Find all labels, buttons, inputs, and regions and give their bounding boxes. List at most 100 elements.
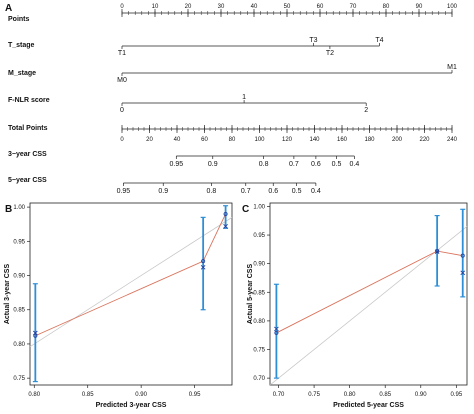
nomogram-row-0-tick-label: 80 (383, 4, 390, 10)
y-axis-title-c: Actual 5-year CSS (247, 264, 254, 325)
corrected-marker-b (200, 264, 206, 270)
nomogram-row-4-tick-label: 220 (419, 137, 430, 143)
nomogram-row-0-tick-label: 0 (120, 4, 124, 10)
nomogram-row-4-label: Total Points (8, 125, 48, 132)
nomogram-row-4-tick-label: 0 (120, 137, 124, 143)
nomogram-row-6-label: 5−year CSS (8, 177, 47, 184)
nomogram-row-3-value-label: 1 (242, 94, 246, 101)
ideal-line-b (29, 217, 233, 348)
nomogram-row-1-value-label: T2 (326, 50, 334, 57)
y-tick-label-b: 0.75 (13, 376, 25, 382)
nomogram-row-1-value-label: T4 (375, 37, 383, 44)
y-tick-label-b: 0.80 (13, 342, 25, 348)
y-tick-label-c: 0.75 (253, 348, 265, 354)
calibration-line-b (35, 213, 226, 337)
x-tick-label-c: 0.70 (273, 392, 285, 398)
y-tick-label-c: 0.85 (253, 290, 265, 296)
nomogram-row-0-tick-label: 50 (284, 4, 291, 10)
y-tick-label-c: 0.80 (253, 319, 265, 325)
x-tick-label-c: 0.80 (344, 392, 356, 398)
nomogram-row-6-value-label: 0.9 (158, 188, 168, 195)
nomogram-row-6-value-label: 0.6 (268, 188, 278, 195)
x-tick-label-c: 0.85 (379, 392, 391, 398)
y-tick-label-c: 0.70 (253, 376, 265, 382)
corrected-marker-b (33, 330, 38, 336)
nomogram-row-0-tick-label: 70 (350, 4, 357, 10)
corrected-marker-c (434, 249, 440, 254)
panel-label-b: B (5, 204, 12, 215)
y-tick-label-c: 0.95 (253, 233, 265, 239)
nomogram-row-5-value-label: 0.4 (350, 161, 360, 168)
y-axis-title-b: Actual 3-year CSS (4, 264, 11, 325)
nomogram-row-5-value-label: 0.7 (289, 161, 299, 168)
nomogram-row-0-tick-label: 30 (218, 4, 225, 10)
observed-point-b (33, 333, 38, 338)
nomogram-row-1-value-label: T3 (309, 37, 317, 44)
nomogram-row-1-value-label: T1 (118, 50, 126, 57)
nomogram-row-5-label: 3−year CSS (8, 151, 47, 158)
nomogram-row-0-label: Points (8, 16, 29, 23)
nomogram-row-4-tick-label: 100 (254, 137, 265, 143)
nomogram-row-4-tick-label: 180 (364, 137, 375, 143)
nomogram-row-4-tick-label: 200 (392, 137, 403, 143)
corrected-marker-c (460, 270, 466, 276)
x-tick-label-b: 0.95 (189, 392, 201, 398)
nomogram-row-4-tick-label: 160 (337, 137, 348, 143)
x-tick-label-b: 0.80 (28, 392, 40, 398)
observed-point-c (460, 253, 465, 258)
plot-frame-b (29, 202, 233, 386)
y-tick-label-b: 0.90 (13, 274, 25, 280)
nomogram-row-2-value-label: M1 (447, 64, 457, 71)
y-tick-label-b: 0.95 (13, 239, 25, 245)
y-tick-label-b: 1.00 (13, 205, 25, 211)
nomogram-row-0-tick-label: 90 (416, 4, 423, 10)
nomogram-row-0-tick-label: 10 (152, 4, 159, 10)
nomogram-row-6-value-label: 0.8 (207, 188, 217, 195)
nomogram-row-6-value-label: 0.4 (311, 188, 321, 195)
x-tick-label-c: 0.75 (308, 392, 320, 398)
nomogram-row-2-label: M_stage (8, 70, 36, 77)
x-tick-label-c: 0.95 (450, 392, 462, 398)
nomogram-row-4-tick-label: 20 (146, 137, 153, 143)
panel-label-c: C (242, 204, 249, 215)
x-tick-label-b: 0.85 (82, 392, 94, 398)
nomogram-row-5-value-label: 0.8 (259, 161, 269, 168)
y-tick-label-b: 0.85 (13, 308, 25, 314)
nomogram-row-3-value-label: 0 (120, 107, 124, 114)
nomogram-row-6-value-label: 0.5 (292, 188, 302, 195)
corrected-marker-b (223, 223, 228, 229)
nomogram-row-6-value-label: 0.95 (117, 188, 131, 195)
nomogram-row-3-label: F-NLR score (8, 97, 50, 104)
x-tick-label-b: 0.90 (135, 392, 147, 398)
nomogram-row-3-value-label: 2 (364, 107, 368, 114)
observed-point-c (274, 330, 279, 335)
calibration-plot-5-year: C 0.70 0.75 0.80 0.85 0.90 0.95 0.70 0.75 0.80 0.… (242, 202, 468, 409)
x-axis-title-b: Predicted 3-year CSS (96, 402, 167, 409)
panel-label-a: A (5, 3, 12, 14)
nomogram-row-4-tick-label: 60 (201, 137, 208, 143)
nomogram-row-4-tick-label: 80 (229, 137, 236, 143)
corrected-marker-c (274, 326, 279, 332)
nomogram-row-4-tick-label: 240 (447, 137, 458, 143)
nomogram-row-5-value-label: 0.95 (170, 161, 184, 168)
calibration-plot-3-year: B 0.80 0.85 0.90 0.95 0.75 0.80 0.85 0.90 0.95 1.… (4, 202, 233, 409)
nomogram-row-0-tick-label: 100 (447, 4, 458, 10)
nomogram-row-4-tick-label: 140 (309, 137, 320, 143)
nomogram-row-6-value-label: 0.7 (241, 188, 251, 195)
calibration-line-c (276, 250, 463, 334)
observed-point-b (201, 259, 206, 264)
nomogram-row-5-value-label: 0.6 (311, 161, 321, 168)
nomogram-row-2-value-label: M0 (117, 77, 127, 84)
nomogram-row-0-tick-label: 60 (317, 4, 324, 10)
nomogram-row-5-value-label: 0.9 (208, 161, 218, 168)
nomogram-row-4-tick-label: 40 (174, 137, 181, 143)
x-tick-label-c: 0.90 (415, 392, 427, 398)
nomogram-row-1-label: T_stage (8, 42, 35, 49)
nomogram-row-0-tick-label: 40 (251, 4, 258, 10)
y-tick-label-c: 1.00 (253, 204, 265, 210)
nomogram-row-0-tick-label: 20 (185, 4, 192, 10)
observed-point-c (435, 249, 440, 254)
nomogram-row-4-tick-label: 120 (282, 137, 293, 143)
